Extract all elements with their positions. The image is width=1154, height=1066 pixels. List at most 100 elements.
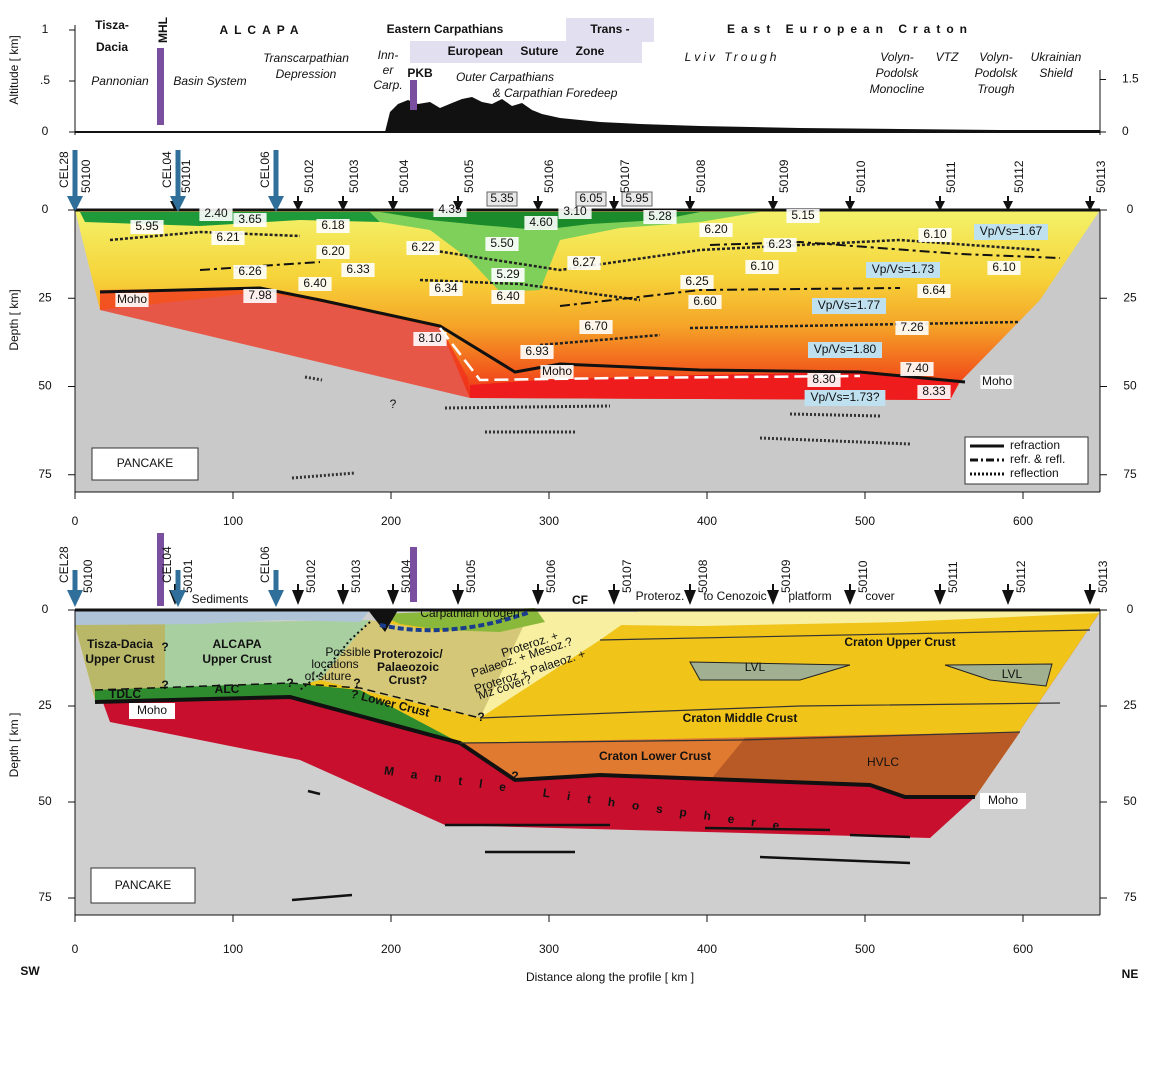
station-arrow [293, 201, 303, 211]
region-label: Trough [977, 82, 1014, 96]
panel-name: PANCAKE [115, 878, 171, 892]
station-label: 50112 [1014, 560, 1028, 593]
label-box [486, 191, 518, 207]
station-arrow [1085, 201, 1095, 211]
velocity-label: 5.28 [648, 209, 672, 223]
station-label: 50108 [694, 159, 708, 193]
station-label: 50106 [544, 559, 558, 593]
station-arrow [533, 201, 543, 211]
cel-arrow [170, 590, 186, 607]
x-tick-label: 100 [223, 942, 243, 956]
station-arrow [452, 590, 464, 605]
label-box [491, 268, 525, 282]
y2-tick-label: 75 [1123, 890, 1137, 904]
station-arrow [387, 590, 399, 605]
velocity-label: 3.65 [238, 212, 262, 226]
region-label: Moho [137, 703, 167, 717]
x-tick-label: 400 [697, 514, 717, 528]
panel-name: PANCAKE [117, 456, 173, 470]
region-label: Craton Middle Crust [683, 711, 798, 725]
station-label: 50104 [397, 159, 411, 193]
velocity-label: 8.30 [812, 372, 836, 386]
region-label: ALCAPA [219, 23, 304, 37]
label-box [763, 238, 797, 252]
velocity-label: 6.27 [572, 255, 596, 269]
label-box [316, 245, 350, 259]
lvl [944, 663, 1053, 687]
station-label: 50111 [944, 161, 958, 193]
region-label: European Suture Zone [448, 44, 605, 58]
label-box [520, 345, 554, 359]
cel-arrow [268, 196, 284, 212]
x-tick-label: 600 [1013, 514, 1033, 528]
label-box [680, 275, 714, 289]
label-box [243, 289, 277, 303]
velocity-label: 6.70 [584, 319, 608, 333]
layer-boundary [94, 682, 481, 719]
panel-name-box [91, 447, 199, 481]
topography [385, 97, 1100, 132]
region-label: HVLC [867, 755, 899, 769]
y-tick-label: 1 [42, 22, 49, 36]
station-arrow [934, 590, 946, 605]
region-label: Inn- [378, 48, 399, 62]
velocity-label: 3.10 [563, 204, 587, 218]
sediment [370, 212, 760, 292]
velocity-label: 6.10 [923, 227, 947, 241]
region-label: Podolsk [975, 66, 1019, 80]
cel-label: CEL04 [160, 151, 174, 188]
region-label: Podolsk [876, 66, 920, 80]
suture-zone [299, 621, 371, 691]
label-box [895, 321, 929, 335]
label-box [298, 277, 332, 291]
label-box [429, 282, 463, 296]
station-label: 50112 [1012, 160, 1026, 193]
label-box [406, 241, 440, 255]
label-box [316, 219, 350, 233]
station-arrow [935, 201, 945, 211]
label-box [807, 373, 841, 387]
region-label: Craton Lower Crust [599, 749, 711, 763]
label-box [413, 332, 447, 346]
moho-line [99, 286, 966, 384]
platform-cover [620, 610, 1100, 626]
station-label: 50113 [1094, 160, 1108, 193]
velocity-label: Vp/Vs=1.73 [872, 262, 935, 276]
region-label: Dacia [96, 40, 128, 54]
station-label: 50111 [946, 561, 960, 593]
station-label: 50101 [181, 559, 195, 593]
pkb-bar [410, 80, 417, 110]
region-label: Craton Upper Crust [844, 635, 955, 649]
velocity-label: 6.25 [685, 274, 709, 288]
station-arrow [1003, 201, 1013, 211]
velocity-label: 6.40 [496, 289, 520, 303]
station-label: 50102 [304, 559, 318, 593]
station-arrow [684, 590, 696, 605]
alcapa-crust [165, 620, 370, 690]
label-box [540, 365, 574, 379]
region-label: platform [788, 589, 831, 603]
region-label: ? [511, 769, 518, 783]
panel-name-box [90, 867, 196, 904]
station-label: 50110 [856, 560, 870, 593]
velocity-label: Vp/Vs=1.67 [980, 224, 1043, 238]
station-label: 50109 [777, 159, 791, 193]
x-tick-label: 100 [223, 514, 243, 528]
velocity-label: 6.23 [768, 237, 792, 251]
station-label: 50105 [464, 559, 478, 593]
label-box [643, 210, 677, 224]
velocity-label: 6.93 [525, 344, 549, 358]
velocity-label: 6.33 [346, 262, 370, 276]
region-label: Basin System [173, 74, 246, 88]
region-label: Trans - [590, 22, 629, 36]
y-tick-label: 0 [42, 124, 49, 138]
y2-tick-label: 25 [1123, 698, 1137, 712]
label-box [491, 290, 525, 304]
velocity-label: 6.64 [922, 283, 946, 297]
x-tick-label: 600 [1013, 942, 1033, 956]
label-box [688, 295, 722, 309]
velocity-label: 6.05 [579, 191, 603, 205]
x-tick-label: 300 [539, 942, 559, 956]
refraction-reflection [199, 240, 1061, 307]
y2-tick-label: 50 [1123, 794, 1137, 808]
